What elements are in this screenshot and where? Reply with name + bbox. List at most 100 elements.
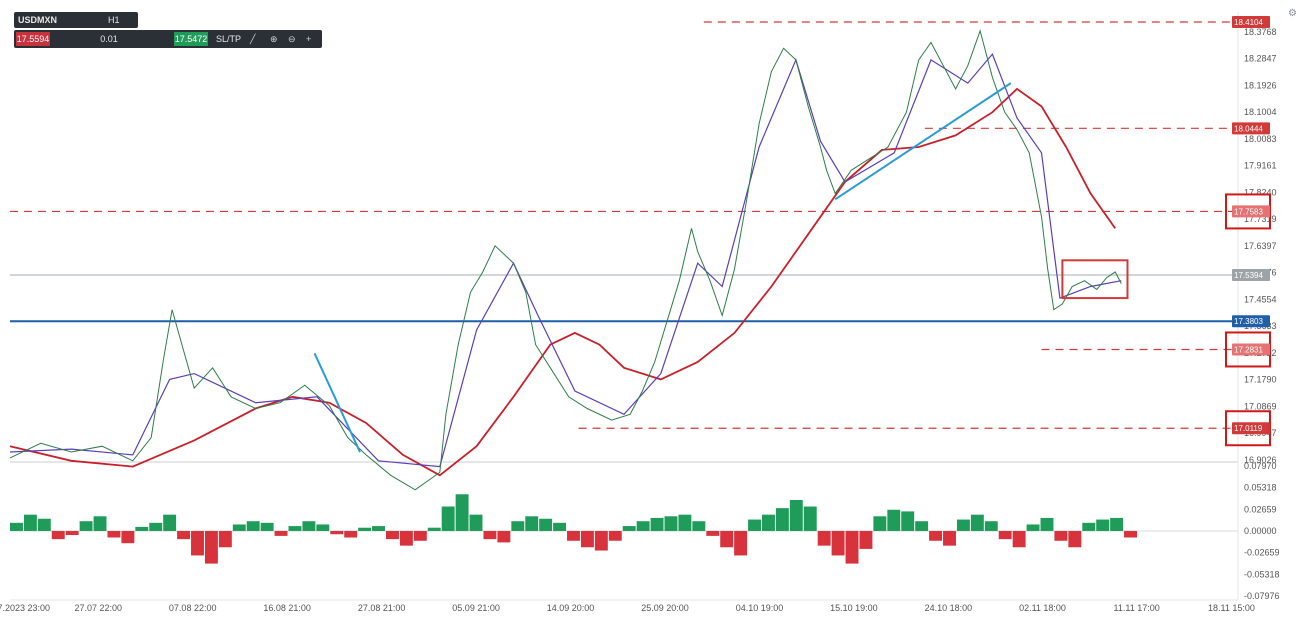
oscillator-bar	[706, 530, 720, 536]
oscillator-bar	[51, 530, 65, 540]
oscillator-bar	[943, 530, 956, 546]
oscillator-bar	[344, 530, 358, 538]
oscillator-bar	[1124, 530, 1137, 538]
quick-trade-bar: 17.5594 0.01 17.5472 SL/TP ╱ ⊕ ⊖ +	[14, 30, 322, 48]
oscillator-tick-label: 0.00000	[1244, 526, 1277, 536]
oscillator-bar	[10, 522, 23, 531]
oscillator-bar	[121, 530, 135, 544]
price-tag-bg	[1232, 269, 1270, 282]
oscillator-bar	[372, 526, 385, 531]
price-tag-bg	[1232, 315, 1270, 328]
oscillator-bar	[567, 530, 580, 541]
oscillator-bar	[218, 530, 232, 548]
price-tick-label: 17.9161	[1244, 161, 1277, 171]
oscillator-bar	[177, 530, 191, 540]
oscillator-bar	[135, 526, 149, 531]
oscillator-bar	[775, 508, 789, 531]
oscillator-bar	[970, 514, 984, 531]
oscillator-bar	[330, 530, 344, 535]
oscillator-bar	[984, 521, 998, 531]
oscillator-bar	[316, 524, 330, 531]
zoom-in-icon[interactable]: ⊕	[270, 34, 278, 44]
symbol-selector[interactable]: USDMXN H1	[14, 12, 138, 28]
price-tick-label: 17.0869	[1244, 401, 1277, 411]
oscillator-bar	[274, 530, 288, 536]
zoom-out-icon[interactable]: ⊖	[288, 34, 296, 44]
oscillator-bar	[789, 499, 803, 531]
time-tick-label: 07.08 22:00	[169, 603, 217, 613]
oscillator-bar	[191, 530, 204, 556]
price-tick-label: 17.8240	[1244, 187, 1277, 197]
oscillator-bar	[107, 530, 121, 538]
moving-average-line	[9, 87, 1116, 477]
oscillator-bar	[636, 521, 650, 531]
oscillator-bar	[525, 516, 539, 531]
oscillator-bar	[734, 530, 748, 556]
time-tick-label: 27.08 21:00	[358, 603, 406, 613]
price-tick-label: 18.1926	[1244, 80, 1277, 90]
sell-button[interactable]: 17.5594	[16, 32, 50, 46]
time-tick-label: 15.10 19:00	[830, 603, 878, 613]
time-tick-label: 05.09 21:00	[452, 603, 500, 613]
line-tool-icon[interactable]: ╱	[250, 34, 256, 44]
oscillator-bar	[1026, 524, 1040, 531]
symbol-label: USDMXN	[18, 15, 58, 25]
quantity-field[interactable]: 0.01	[100, 34, 118, 44]
oscillator-bar	[831, 530, 845, 556]
crosshair-icon[interactable]: +	[306, 34, 312, 44]
oscillator-bar	[748, 519, 761, 531]
price-tag-label: 17.5394	[1234, 271, 1263, 280]
oscillator-bar	[1040, 517, 1054, 531]
sltp-button[interactable]: SL/TP	[216, 34, 242, 44]
oscillator-bar	[817, 530, 831, 546]
oscillator-bar	[413, 530, 427, 541]
time-tick-label: 16.08 21:00	[263, 603, 311, 613]
oscillator-bar	[1054, 530, 1068, 541]
price-tick-label: 17.1790	[1244, 375, 1277, 385]
oscillator-bar	[37, 518, 51, 531]
timeframe-label[interactable]: H1	[108, 15, 120, 25]
time-tick-label: 14.09 20:00	[547, 603, 595, 613]
oscillator-bar	[163, 514, 177, 531]
oscillator-bar	[386, 530, 399, 540]
oscillator-bar	[23, 514, 37, 531]
oscillator-bar	[956, 519, 970, 531]
price-tag-bg	[1232, 205, 1270, 218]
price-tick-label: 16.9026	[1244, 455, 1277, 465]
time-tick-label: 25.09 20:00	[641, 603, 689, 613]
oscillator-tick-label: 0.02659	[1244, 504, 1277, 514]
price-tag-bg	[1232, 343, 1270, 356]
oscillator-bar	[93, 516, 107, 531]
oscillator-tick-label: -0.02659	[1244, 548, 1280, 558]
trendline	[834, 82, 1012, 201]
oscillator-bar	[594, 530, 608, 551]
price-tag-bg	[1232, 422, 1270, 435]
oscillator-bar	[469, 514, 483, 531]
oscillator-bar	[149, 522, 163, 531]
price-tag-label: 17.3803	[1234, 317, 1263, 326]
oscillator-bar	[873, 516, 887, 531]
price-tick-label: 17.4554	[1244, 294, 1277, 304]
oscillator-bar	[929, 530, 943, 541]
oscillator-bar	[511, 521, 525, 531]
price-line	[9, 29, 1122, 491]
oscillator-bar	[915, 521, 929, 531]
price-tick-label: 18.1004	[1244, 107, 1277, 117]
time-tick-label: 24.10 18:00	[925, 603, 973, 613]
oscillator-bar	[998, 530, 1012, 540]
buy-button[interactable]: 17.5472	[174, 32, 208, 46]
time-tick-label: 18.11 15:00	[1208, 603, 1255, 613]
price-tick-label: 17.7319	[1244, 214, 1277, 224]
price-tick-label: 18.3768	[1244, 27, 1277, 37]
oscillator-bar	[1012, 530, 1026, 548]
range-box	[1061, 259, 1129, 300]
oscillator-bar	[664, 516, 678, 531]
oscillator-bar	[483, 530, 497, 540]
oscillator-bar	[762, 514, 775, 531]
oscillator-bar	[79, 521, 93, 531]
oscillator-bar	[1110, 517, 1124, 531]
chart-settings-icon[interactable]: ⚙	[1288, 8, 1297, 19]
price-tag-label: 18.0444	[1234, 124, 1263, 133]
oscillator-bar	[553, 522, 567, 531]
